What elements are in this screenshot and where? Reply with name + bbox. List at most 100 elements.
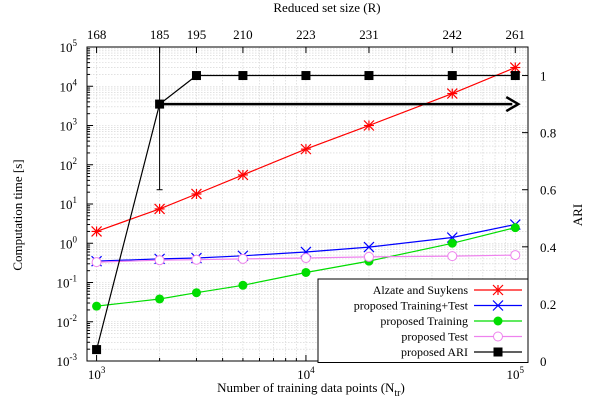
- legend-label: Alzate and Suykens: [373, 283, 469, 297]
- marker-stroke: [300, 143, 312, 155]
- marker-stroke: [237, 169, 249, 181]
- x-axis-label-end: ): [401, 380, 405, 395]
- legend-marker: [493, 316, 503, 326]
- legend-entry: proposed Test: [401, 330, 522, 344]
- data-point: [447, 238, 457, 248]
- top-tick-label: 168: [87, 27, 107, 42]
- y-left-tick-label: 10-1: [57, 274, 78, 291]
- legend-marker: [492, 300, 504, 311]
- marker-shape: [493, 347, 503, 357]
- data-point: [301, 71, 311, 81]
- data-point: [91, 226, 103, 237]
- data-point: [155, 294, 165, 304]
- top-axis-label: Reduced set size (R): [273, 0, 380, 15]
- marker-shape: [510, 223, 520, 233]
- series-line: [96, 227, 516, 307]
- data-point: [447, 251, 458, 262]
- top-tick-label: 185: [150, 27, 170, 42]
- legend-label: proposed Test: [401, 330, 468, 344]
- top-tick-label: 231: [359, 27, 379, 42]
- y-left-tick-label: 10-2: [57, 313, 78, 330]
- data-point: [363, 241, 375, 253]
- data-point: [154, 255, 165, 266]
- marker-stroke: [446, 88, 458, 100]
- x-axis-label: Number of training data points (Ntr): [217, 380, 405, 399]
- marker-shape: [300, 253, 311, 264]
- series-line: [96, 66, 516, 232]
- marker-stroke: [492, 284, 504, 296]
- left-axis-label: Computation time [s]: [10, 159, 25, 270]
- y-right-tick-label: 1: [540, 69, 547, 84]
- x-axis-label-sub: tr: [394, 388, 401, 399]
- y-left-tick-label: 10-3: [57, 352, 78, 369]
- data-point: [191, 71, 201, 81]
- marker-shape: [155, 99, 165, 109]
- data-point: [301, 267, 311, 277]
- marker-shape: [447, 238, 457, 248]
- y-left-tick-label: 103: [60, 117, 78, 134]
- series-proposed-ari: [92, 71, 520, 355]
- marker-shape: [447, 251, 458, 262]
- marker-shape: [493, 316, 503, 326]
- data-point: [510, 71, 520, 81]
- top-tick-label: 210: [233, 27, 253, 42]
- y-right-tick-label: 0: [540, 354, 547, 369]
- arrow-head: [505, 96, 521, 113]
- x-tick-label: 104: [297, 365, 315, 382]
- marker-shape: [237, 253, 248, 264]
- data-point: [92, 345, 102, 355]
- data-point: [300, 253, 311, 264]
- data-point: [509, 62, 521, 73]
- data-point: [238, 71, 248, 81]
- marker-shape: [301, 267, 311, 277]
- series-proposed-test: [91, 250, 521, 268]
- axes: 103 104 105 10-3 10-2 10-1 100 101 102 103 104 105 0…: [57, 27, 557, 382]
- data-point: [237, 169, 249, 181]
- top-tick-label: 223: [296, 27, 316, 42]
- marker-shape: [447, 71, 457, 81]
- legend-entry: Alzate and Suykens: [373, 283, 522, 297]
- series-layer: [91, 47, 521, 355]
- data-point: [154, 203, 166, 215]
- series-line: [96, 223, 516, 262]
- marker-stroke: [154, 203, 166, 215]
- y-right-tick-label: 0.8: [540, 126, 556, 141]
- marker-stroke: [91, 226, 103, 237]
- legend-entry: proposed Training: [380, 314, 522, 328]
- marker-shape: [154, 255, 165, 266]
- top-tick-label: 242: [443, 27, 463, 42]
- legend-label: proposed Training+Test: [354, 299, 469, 313]
- series-alzate-and-suykens: [91, 62, 521, 237]
- right-axis-label: ARI: [570, 204, 585, 226]
- annotation-arrow: [164, 96, 521, 113]
- data-point: [363, 120, 375, 131]
- data-point: [237, 253, 248, 264]
- marker-shape: [92, 345, 102, 355]
- data-point: [191, 288, 201, 298]
- marker-shape: [363, 251, 374, 262]
- data-point: [446, 88, 458, 100]
- data-point: [92, 301, 102, 311]
- y-left-tick-label: 101: [60, 195, 78, 212]
- data-point: [363, 251, 374, 262]
- y-right-tick-label: 0.4: [540, 240, 557, 255]
- data-point: [447, 71, 457, 81]
- x-tick-label: 105: [507, 365, 525, 382]
- marker-shape: [238, 71, 248, 81]
- marker-stroke: [363, 241, 375, 253]
- legend-entry: proposed ARI: [401, 345, 522, 359]
- legend-label: proposed ARI: [401, 345, 468, 359]
- marker-shape: [493, 331, 503, 342]
- data-point: [91, 257, 102, 268]
- data-point: [300, 143, 312, 155]
- y-left-tick-label: 105: [60, 38, 78, 55]
- marker-shape: [301, 71, 311, 81]
- marker-shape: [510, 250, 521, 261]
- y-right-tick-label: 0.2: [540, 297, 556, 312]
- top-tick-label: 261: [506, 27, 526, 42]
- x-tick-label: 103: [88, 365, 106, 382]
- data-point: [238, 280, 248, 290]
- y-left-tick-label: 100: [60, 234, 78, 251]
- marker-stroke: [363, 120, 375, 131]
